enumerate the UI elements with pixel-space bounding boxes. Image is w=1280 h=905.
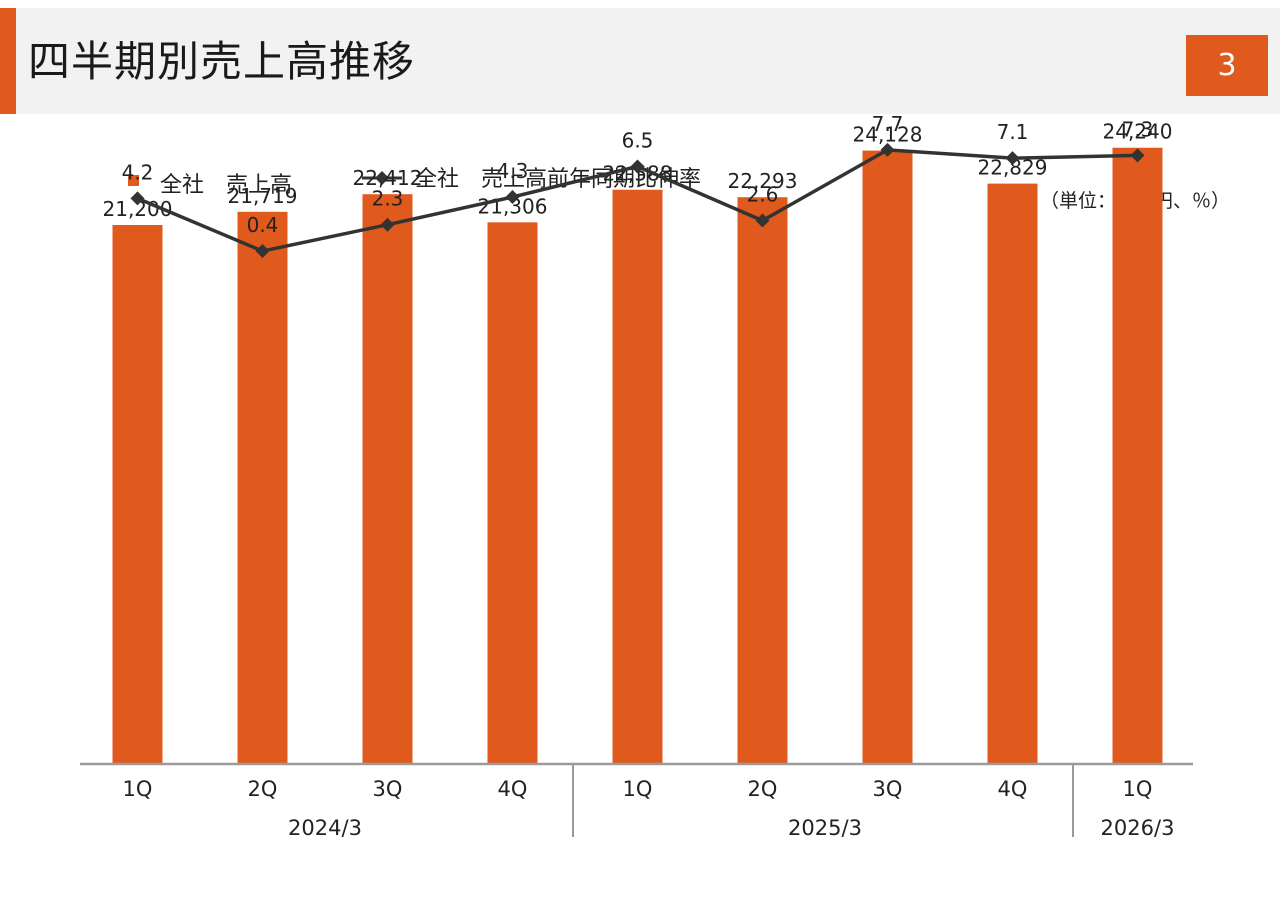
legend-bar-label: 全社 売上高 — [160, 173, 293, 198]
page-title: 四半期別売上高推移 — [28, 37, 416, 86]
growth-rate-marker — [505, 189, 520, 204]
legend-line-swatch — [362, 171, 402, 185]
sales-value-label: 24,128 — [853, 123, 923, 147]
growth-rate-label: 7.7 — [872, 112, 904, 136]
sales-value-label: 22,412 — [353, 166, 423, 190]
x-tick-label: 4Q — [498, 777, 528, 801]
header-bar: 四半期別売上高推移 3 — [0, 8, 1280, 114]
growth-rate-label: 4.2 — [122, 160, 154, 184]
x-tick-label: 1Q — [623, 777, 653, 801]
sales-value-label: 21,719 — [228, 184, 298, 208]
growth-rate-label: 4.3 — [497, 159, 529, 183]
growth-rate-marker — [130, 191, 145, 206]
sales-bar — [487, 222, 538, 765]
sales-bar — [112, 225, 163, 764]
growth-rate-marker — [255, 244, 270, 259]
sales-bar — [987, 183, 1038, 765]
growth-rate-marker — [1005, 151, 1020, 166]
sales-bar — [362, 194, 413, 765]
x-tick-label: 2Q — [248, 777, 278, 801]
growth-rate-label: 7.1 — [997, 120, 1029, 144]
growth-rate-label: 7.3 — [1122, 117, 1154, 141]
growth-rate-label: 2.6 — [747, 183, 779, 207]
sales-bar — [1112, 147, 1163, 764]
growth-rate-label: 2.3 — [372, 187, 404, 211]
header-accent-stripe — [0, 8, 16, 114]
sales-bar — [862, 150, 913, 764]
sales-bar — [237, 211, 288, 765]
sales-value-label: 24,240 — [1103, 120, 1173, 144]
x-tick-label: 2Q — [748, 777, 778, 801]
growth-rate-marker — [380, 217, 395, 232]
growth-rate-marker — [1130, 148, 1145, 163]
growth-rate-marker — [880, 142, 895, 157]
x-tick-label: 3Q — [873, 777, 903, 801]
x-tick-label: 1Q — [1123, 777, 1153, 801]
legend-line-label: 全社 売上高前年同期比伸率 — [415, 167, 702, 192]
page-number-badge: 3 — [1186, 35, 1268, 96]
growth-rate-marker — [630, 159, 645, 174]
x-tick-label: 1Q — [123, 777, 153, 801]
sales-bar — [737, 197, 788, 764]
x-tick-label: 4Q — [998, 777, 1028, 801]
fiscal-year-label: 2026/3 — [1101, 816, 1175, 840]
growth-rate-label: 0.4 — [247, 213, 279, 237]
fiscal-year-label: 2024/3 — [288, 816, 362, 840]
x-tick-label: 3Q — [373, 777, 403, 801]
chart-legend: 全社 売上高 全社 売上高前年同期比伸率 — [0, 160, 1280, 200]
sales-value-label: 22,293 — [728, 169, 798, 193]
legend-bar-swatch — [128, 175, 139, 186]
growth-rate-label: 6.5 — [622, 128, 654, 152]
growth-rate-marker — [755, 213, 770, 228]
sales-bar — [612, 189, 663, 764]
fiscal-year-label: 2025/3 — [788, 816, 862, 840]
